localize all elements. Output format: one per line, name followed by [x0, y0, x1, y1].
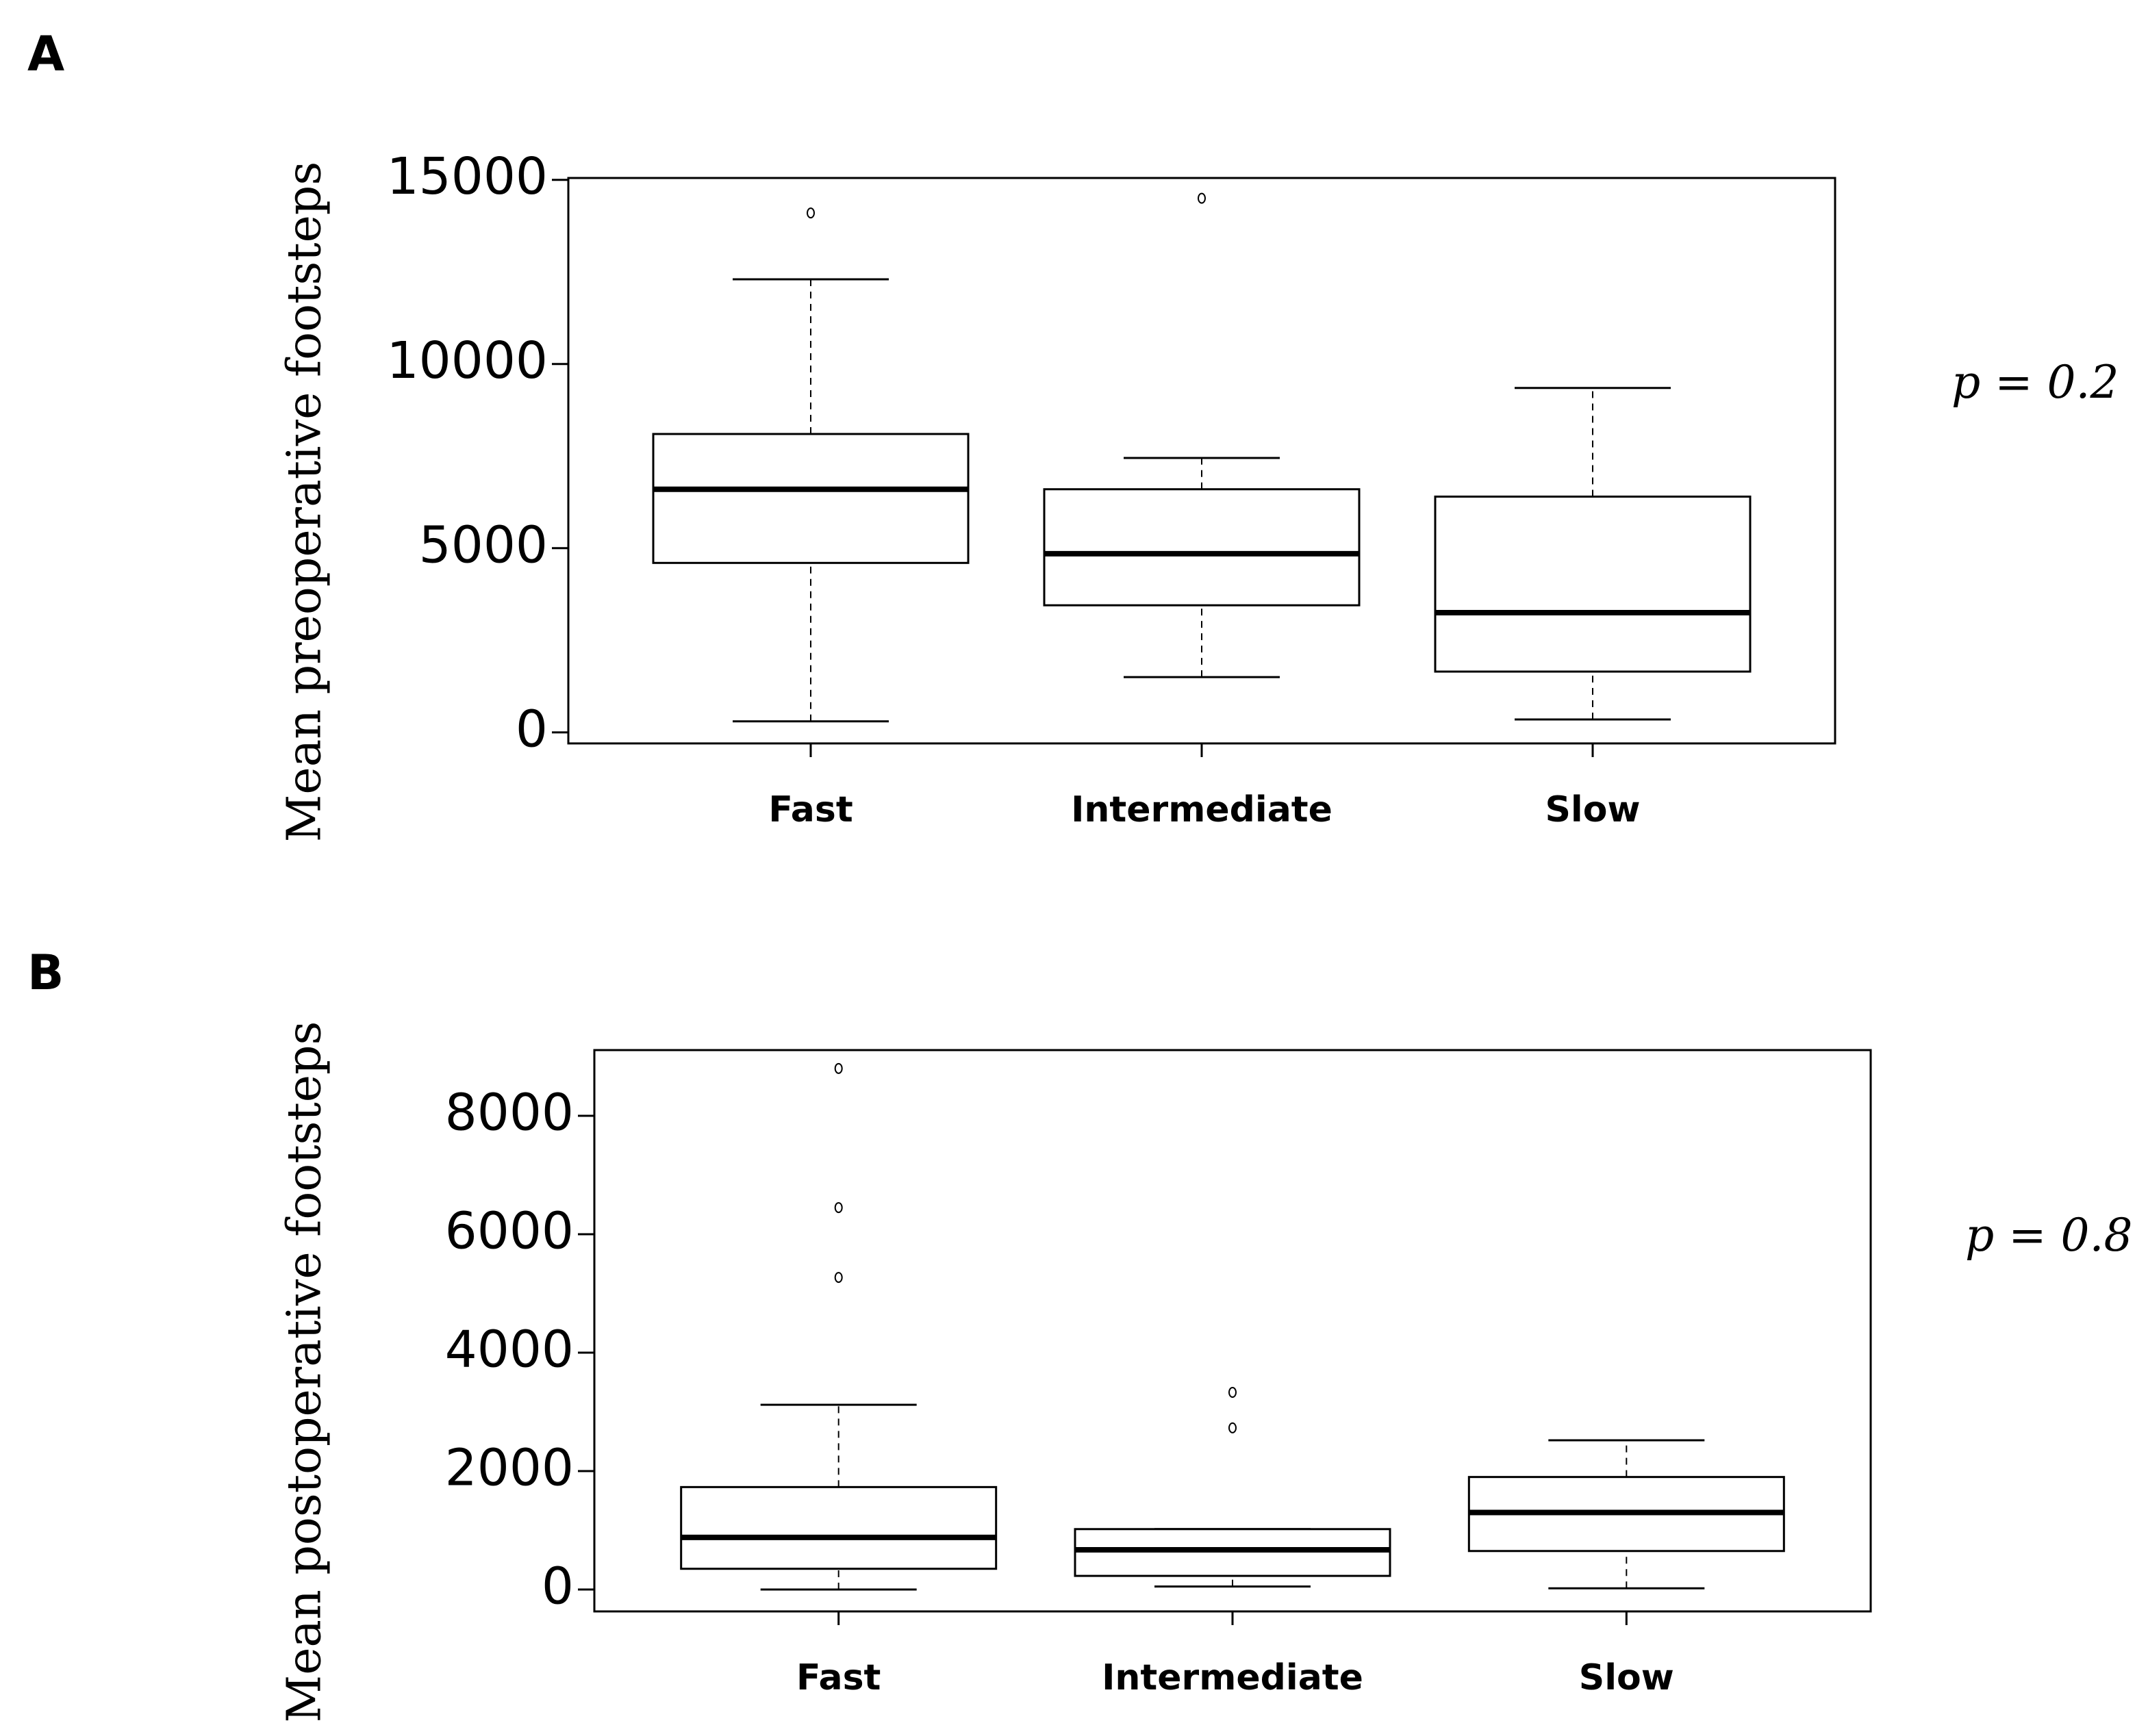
- y-tick-label: 0: [542, 1557, 574, 1616]
- x-tick-label: Slow: [1545, 789, 1640, 830]
- outlier: [834, 1062, 843, 1074]
- x-tick-label: Fast: [796, 1657, 881, 1698]
- panel-label: A: [27, 26, 64, 82]
- panel-label: B: [27, 945, 64, 1001]
- outlier: [834, 1202, 843, 1214]
- y-tick-label: 4000: [445, 1320, 574, 1379]
- outlier: [807, 207, 816, 219]
- box: [1043, 488, 1361, 607]
- y-tick-label: 0: [516, 700, 548, 758]
- outlier: [1228, 1422, 1237, 1433]
- x-tick-label: Intermediate: [1102, 1657, 1363, 1698]
- annotation: p = 0.8: [1965, 1209, 2132, 1262]
- x-tick-label: Slow: [1579, 1657, 1674, 1698]
- y-tick-label: 2000: [445, 1439, 574, 1498]
- x-tick-label: Fast: [768, 789, 852, 830]
- box: [680, 1485, 998, 1570]
- outlier: [1198, 192, 1206, 204]
- x-tick-label: Intermediate: [1071, 789, 1332, 830]
- annotation: p = 0.2: [1951, 356, 2119, 409]
- box: [652, 433, 970, 564]
- y-axis-title: Mean postoperative footsteps: [278, 1021, 332, 1723]
- y-tick-label: 8000: [445, 1084, 574, 1143]
- box: [1434, 495, 1752, 673]
- y-tick-label: 10000: [387, 331, 548, 390]
- y-tick-label: 5000: [419, 515, 548, 574]
- outlier: [834, 1272, 843, 1284]
- outlier: [1228, 1386, 1237, 1398]
- y-tick-label: 6000: [445, 1202, 574, 1261]
- y-axis-title: Mean preoperative footsteps: [278, 162, 332, 842]
- y-tick-label: 15000: [387, 147, 548, 206]
